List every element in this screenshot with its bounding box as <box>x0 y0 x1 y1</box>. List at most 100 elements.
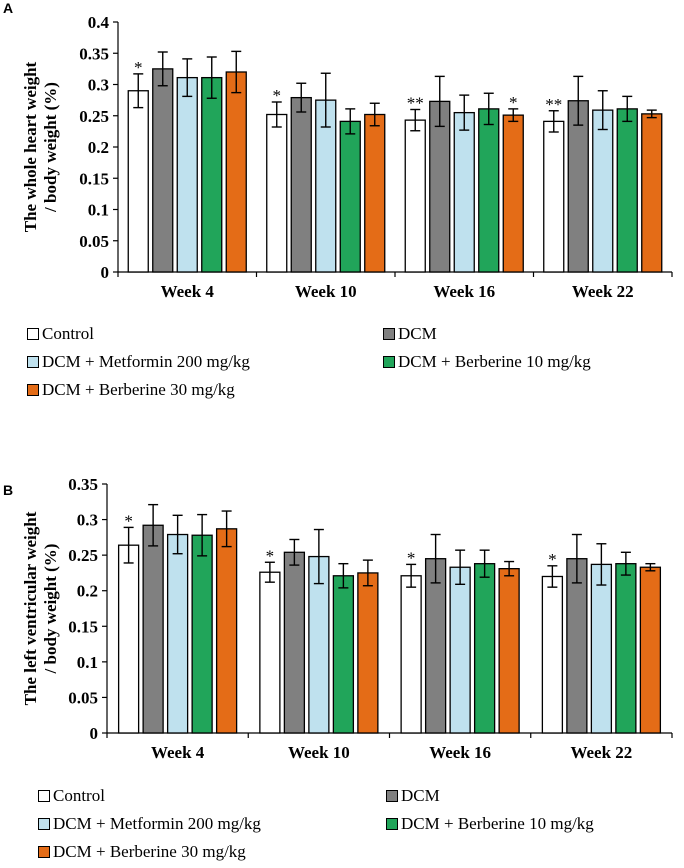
bar-dcm-metformin-200-mg-kg-week-4 <box>166 533 189 734</box>
bar-control-week-22 <box>543 120 565 273</box>
panel-label-a: A <box>3 0 14 16</box>
bar-control-week-16 <box>404 119 426 273</box>
legend-item-control: Control <box>27 324 94 344</box>
significance-marker: * <box>548 550 557 569</box>
legend-swatch-control <box>27 328 39 340</box>
bar-control-week-4 <box>127 90 149 273</box>
y-axis-title-line: / body weight (%) <box>41 544 60 675</box>
legend-item-berberine-30: DCM + Berberine 30 mg/kg <box>38 842 246 862</box>
bar-dcm-metformin-200-mg-kg-week-22 <box>590 563 613 734</box>
legend-swatch-berberine-30 <box>38 846 50 858</box>
x-tick-label: Week 10 <box>288 743 350 762</box>
significance-marker: * <box>273 86 282 105</box>
x-tick-label: Week 22 <box>570 743 632 762</box>
y-tick-label: 0.35 <box>68 475 98 494</box>
bar-dcm-metformin-200-mg-kg-week-4 <box>176 76 198 273</box>
significance-marker: * <box>134 58 143 77</box>
legend-label-dcm: DCM <box>398 324 437 343</box>
x-tick-label: Week 4 <box>151 743 205 762</box>
bar-control-week-16 <box>400 575 422 734</box>
bar-dcm-week-10 <box>290 96 312 273</box>
legend-swatch-control <box>38 790 50 802</box>
legend-label-berberine-10: DCM + Berberine 10 mg/kg <box>398 352 591 371</box>
legend-item-berberine-30: DCM + Berberine 30 mg/kg <box>27 380 235 400</box>
y-tick-label: 0.1 <box>77 653 98 672</box>
legend-swatch-berberine-10 <box>383 356 395 368</box>
legend-swatch-berberine-30 <box>27 384 39 396</box>
legend-item-control: Control <box>38 786 105 806</box>
y-tick-label: 0.35 <box>79 44 109 63</box>
chart-panel-b: B 0 0.05 0.1 0.15 0.2 0.25 0.3 0.35 The left ven… <box>0 470 684 868</box>
bar-dcm-berberine-30-mg-kg-week-4 <box>215 528 238 734</box>
y-tick-label: 0.05 <box>79 232 109 251</box>
y-tick-label: 0.25 <box>79 107 109 126</box>
bar-dcm-berberine-10-mg-kg-week-4 <box>201 76 223 273</box>
y-axis-title-line: / body weight (%) <box>41 82 60 213</box>
y-tick-label: 0.2 <box>77 582 98 601</box>
legend-swatch-berberine-10 <box>386 818 398 830</box>
bar-dcm-berberine-10-mg-kg-week-10 <box>339 120 361 273</box>
bar-dcm-berberine-10-mg-kg-week-22 <box>615 563 637 734</box>
bar-dcm-berberine-10-mg-kg-week-10 <box>332 575 355 734</box>
bar-dcm-berberine-10-mg-kg-week-16 <box>473 563 496 734</box>
y-tick-label: 0.05 <box>68 688 98 707</box>
left-ventricular-weight-chart: 0 0.05 0.1 0.15 0.2 0.25 0.3 0.35 The left ventr… <box>21 475 673 762</box>
legend-label-dcm: DCM <box>401 786 440 805</box>
bar-dcm-metformin-200-mg-kg-week-22 <box>592 109 614 273</box>
legend-label-berberine-30: DCM + Berberine 30 mg/kg <box>42 380 235 399</box>
bar-dcm-berberine-30-mg-kg-week-16 <box>502 114 524 273</box>
y-tick-label: 0.25 <box>68 546 98 565</box>
y-tick-label: 0 <box>101 263 110 282</box>
x-tick-label: Week 22 <box>572 282 634 301</box>
bar-dcm-metformin-200-mg-kg-week-16 <box>453 111 475 273</box>
y-tick-label: 0.1 <box>88 201 109 220</box>
bar-control-week-10 <box>259 571 281 734</box>
bar-dcm-metformin-200-mg-kg-week-16 <box>449 566 471 734</box>
y-tick-label: 0.3 <box>77 511 98 530</box>
bar-control-week-22 <box>541 575 564 734</box>
bar-dcm-berberine-30-mg-kg-week-10 <box>364 113 386 273</box>
legend-label-metformin: DCM + Metformin 200 mg/kg <box>53 814 261 833</box>
y-tick-label: 0.4 <box>88 13 110 32</box>
legend-label-berberine-10: DCM + Berberine 10 mg/kg <box>401 814 594 833</box>
legend-item-berberine-10: DCM + Berberine 10 mg/kg <box>383 352 591 372</box>
legend-item-dcm: DCM <box>383 324 437 344</box>
legend-item-metformin: DCM + Metformin 200 mg/kg <box>38 814 261 834</box>
legend-label-control: Control <box>53 786 105 805</box>
y-axis-title-line: The left ventricular weight <box>21 511 40 705</box>
bar-dcm-week-4 <box>142 524 164 734</box>
significance-marker: * <box>407 548 416 567</box>
legend-a: Control DCM DCM + Metformin 200 mg/kg DC… <box>0 318 684 418</box>
chart-panel-a: A 0 0.05 0.1 0.15 0.2 0.25 0.3 0.35 0.4 The whole… <box>0 0 684 420</box>
bar-control-week-10 <box>266 113 288 273</box>
y-axis-title: The left ventricular weight/ body weight… <box>21 511 60 705</box>
legend-item-dcm: DCM <box>386 786 440 806</box>
legend-swatch-dcm <box>383 328 395 340</box>
bar-dcm-berberine-30-mg-kg-week-22 <box>641 113 663 273</box>
bar-control-week-4 <box>117 544 140 734</box>
significance-marker: * <box>124 511 133 530</box>
x-tick-label: Week 16 <box>433 282 495 301</box>
y-tick-label: 0.15 <box>68 617 98 636</box>
legend-label-metformin: DCM + Metformin 200 mg/kg <box>42 352 250 371</box>
bar-dcm-berberine-30-mg-kg-week-16 <box>498 568 520 734</box>
bar-dcm-berberine-10-mg-kg-week-16 <box>478 108 500 273</box>
bar-dcm-week-4 <box>152 68 174 273</box>
significance-marker: ** <box>407 94 424 113</box>
significance-marker: * <box>266 546 275 565</box>
y-axis-title-line: The whole heart weight <box>21 61 40 232</box>
bar-dcm-berberine-30-mg-kg-week-22 <box>639 566 662 734</box>
legend-item-berberine-10: DCM + Berberine 10 mg/kg <box>386 814 594 834</box>
legend-swatch-dcm <box>386 790 398 802</box>
x-tick-label: Week 16 <box>429 743 491 762</box>
bar-dcm-berberine-30-mg-kg-week-10 <box>357 572 379 734</box>
legend-label-berberine-30: DCM + Berberine 30 mg/kg <box>53 842 246 861</box>
y-tick-label: 0.3 <box>88 76 109 95</box>
legend-swatch-metformin <box>38 818 50 830</box>
bar-dcm-week-22 <box>567 100 589 273</box>
bar-dcm-berberine-10-mg-kg-week-4 <box>191 534 213 734</box>
bar-dcm-week-16 <box>424 558 447 734</box>
bar-dcm-berberine-30-mg-kg-week-4 <box>225 71 247 273</box>
y-tick-label: 0 <box>90 724 99 743</box>
y-tick-label: 0.2 <box>88 138 109 157</box>
